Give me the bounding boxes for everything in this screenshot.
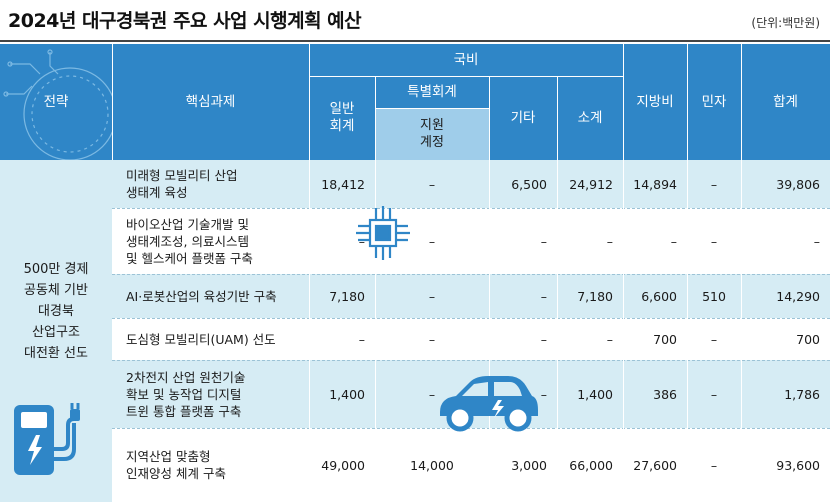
header-national: 국비: [309, 44, 623, 76]
grid-line: [623, 160, 624, 502]
budget-table: 전략 핵심과제 국비 일반 회계 특별회계 지원 계정 기타 소계 지방비 민자…: [0, 44, 830, 502]
header-subtotal: 소계: [557, 76, 623, 160]
grid-line: [309, 160, 310, 502]
title-rule: [0, 40, 830, 42]
cell-total: 93,600: [776, 457, 820, 473]
table-row: [112, 274, 830, 318]
table-row: [112, 160, 830, 208]
cell-task: 바이오산업 기술개발 및 생태계조성, 의료시스템 및 헬스케어 플랫폼 구축: [126, 216, 253, 266]
grid-line: [557, 76, 558, 160]
charging-station-icon: [14, 403, 80, 475]
cell-private: –: [710, 331, 718, 347]
row-divider: [112, 274, 830, 275]
grid-line: [375, 76, 376, 160]
cell-local: 700: [653, 331, 677, 347]
cell-total: 1,786: [784, 386, 820, 402]
cell-subtotal: –: [606, 233, 613, 249]
grid-line: [375, 160, 376, 502]
grid-line: [112, 44, 113, 160]
header-support: 지원 계정: [375, 108, 489, 160]
cell-total: 14,290: [776, 288, 820, 304]
grid-line: [489, 160, 490, 502]
header-strategy-label: 전략: [43, 93, 69, 110]
table-row: [112, 428, 830, 502]
header-special: 특별회계: [375, 76, 489, 108]
cell-general: 7,180: [329, 288, 365, 304]
cell-total: 700: [796, 331, 820, 347]
cell-support: –: [428, 331, 436, 347]
row-divider: [112, 428, 830, 429]
grid-line: [309, 76, 623, 77]
row-divider: [112, 208, 830, 209]
cell-subtotal: 7,180: [577, 288, 613, 304]
grid-line: [623, 44, 624, 160]
electric-car-icon: [440, 376, 538, 432]
cell-local: 14,894: [633, 176, 677, 192]
header-general: 일반 회계: [309, 76, 375, 160]
cell-task: 2차전지 산업 원천기술 확보 및 농작업 디지털 트윈 통합 플랫폼 구축: [126, 369, 246, 419]
grid-line: [375, 108, 489, 109]
grid-line: [687, 160, 688, 502]
unit-label: (단위:백만원): [751, 16, 820, 30]
cell-other: –: [540, 288, 547, 304]
cell-local: 6,600: [641, 288, 677, 304]
grid-line: [309, 44, 310, 160]
page-title: 2024년 대구경북권 주요 사업 시행계획 예산: [8, 10, 362, 32]
cell-support: –: [428, 288, 436, 304]
grid-line: [687, 44, 688, 160]
cell-task: 미래형 모빌리티 산업 생태계 육성: [126, 168, 238, 200]
header-total: 합계: [741, 44, 830, 160]
cell-task: 지역산업 맞춤형 인재양성 체계 구축: [126, 449, 226, 481]
cell-total: 39,806: [776, 176, 820, 192]
cell-support: –: [428, 176, 436, 192]
cell-private: –: [710, 386, 718, 402]
cell-other: –: [540, 233, 547, 249]
cell-general: 49,000: [321, 457, 365, 473]
cell-local: –: [670, 233, 677, 249]
chip-icon: [356, 206, 410, 260]
row-divider: [112, 360, 830, 361]
cell-subtotal: 24,912: [569, 176, 613, 192]
header-private: 민자: [687, 44, 741, 160]
cell-support: –: [428, 386, 436, 402]
cell-other: 3,000: [511, 457, 547, 473]
header-other: 기타: [489, 76, 557, 160]
cell-other: –: [540, 331, 547, 347]
cell-support: –: [428, 233, 436, 249]
grid-line: [557, 160, 558, 502]
cell-subtotal: 66,000: [569, 457, 613, 473]
cell-subtotal: 1,400: [577, 386, 613, 402]
header-task: 핵심과제: [112, 44, 309, 160]
cell-subtotal: –: [606, 331, 613, 347]
row-divider: [112, 318, 830, 319]
cell-private: –: [710, 176, 718, 192]
grid-line: [489, 76, 490, 160]
cell-local: 386: [653, 386, 677, 402]
cell-local: 27,600: [633, 457, 677, 473]
cell-private: –: [710, 457, 718, 473]
cell-general: –: [358, 331, 365, 347]
cell-general: 1,400: [329, 386, 365, 402]
header-strategy: 전략: [0, 44, 112, 160]
cell-task: AI·로봇산업의 육성기반 구축: [126, 288, 277, 304]
cell-total: –: [813, 233, 820, 249]
header-local: 지방비: [623, 44, 687, 160]
cell-general: 18,412: [321, 176, 365, 192]
grid-line: [741, 160, 742, 502]
strategy-text: 500만 경제 공동체 기반 대경북 산업구조 대전환 선도: [23, 261, 89, 361]
table-row: [112, 318, 830, 360]
cell-support: 14,000: [410, 457, 454, 473]
cell-task: 도심형 모빌리티(UAM) 선도: [126, 331, 276, 347]
circuit-decoration-icon: [3, 49, 112, 160]
cell-other: –: [540, 386, 547, 402]
grid-line: [741, 44, 742, 160]
cell-private: –: [710, 233, 718, 249]
table-row: [112, 208, 830, 274]
cell-private: 510: [702, 288, 726, 304]
cell-other: 6,500: [511, 176, 547, 192]
